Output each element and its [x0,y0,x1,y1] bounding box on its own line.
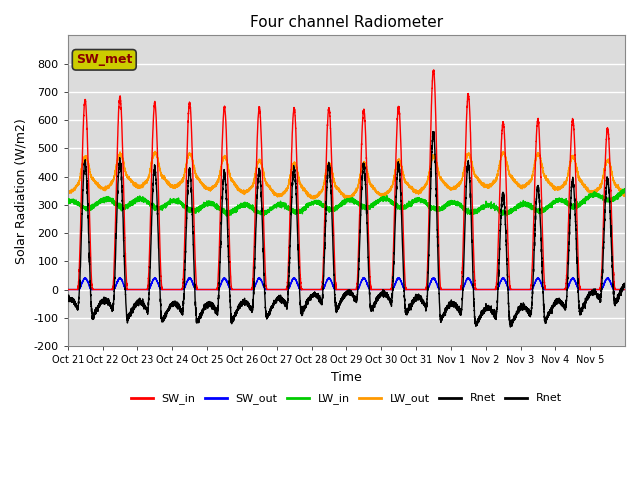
Text: SW_met: SW_met [76,53,132,66]
X-axis label: Time: Time [331,371,362,384]
Title: Four channel Radiometer: Four channel Radiometer [250,15,443,30]
Legend: SW_in, SW_out, LW_in, LW_out, Rnet, Rnet: SW_in, SW_out, LW_in, LW_out, Rnet, Rnet [126,389,566,409]
Y-axis label: Solar Radiation (W/m2): Solar Radiation (W/m2) [15,118,28,264]
